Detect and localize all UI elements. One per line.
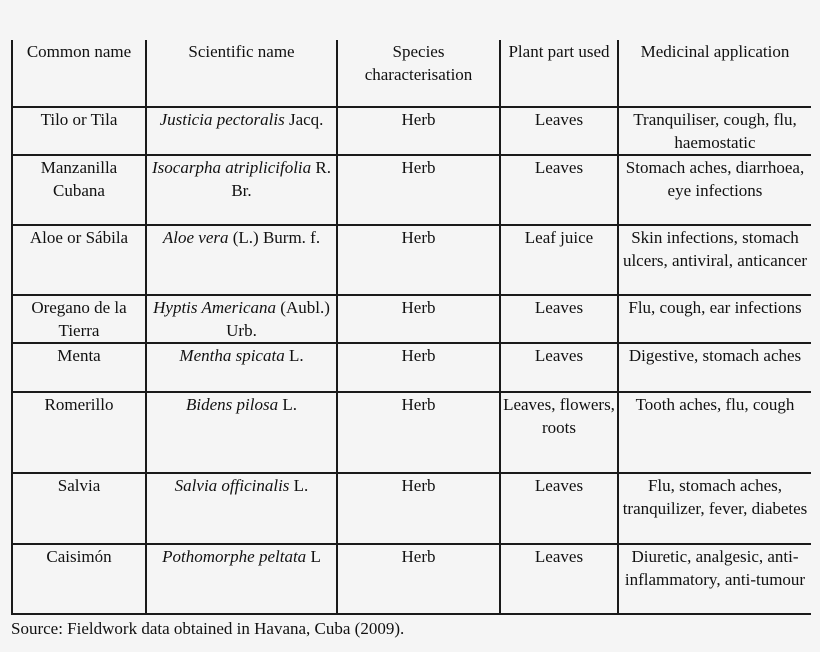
cell-species-characterisation: Herb [336, 154, 501, 226]
cell-common-name: Aloe or Sábila [11, 224, 147, 296]
cell-scientific-name: Bidens pilosa L. [145, 391, 338, 474]
scientific-name-italic: Hyptis Americana [153, 298, 277, 317]
scientific-name-authority: L. [288, 346, 304, 365]
cell-plant-part-used: Leaves [499, 543, 619, 615]
cell-scientific-name: Salvia officinalis L. [145, 472, 338, 545]
cell-species-characterisation: Herb [336, 391, 501, 474]
scientific-name-authority: R. Br. [231, 158, 331, 200]
cell-species-characterisation: Herb [336, 294, 501, 344]
cell-common-name: Menta [11, 342, 147, 393]
scientific-name-authority: (L.) Burm. f. [232, 228, 321, 247]
table-row: Manzanilla Cubana Isocarpha atriplicifoli… [11, 154, 811, 226]
cell-common-name: Oregano de la Tierra [11, 294, 147, 344]
cell-plant-part-used: Leaves [499, 472, 619, 545]
header-common-name: Common name [11, 40, 147, 108]
table-row: Salvia Salvia officinalis L. Herb Leaves Flu… [11, 472, 811, 545]
header-scientific-name: Scientific name [145, 40, 338, 108]
scientific-name-italic: Bidens pilosa [186, 395, 279, 414]
cell-common-name: Manzanilla Cubana [11, 154, 147, 226]
cell-scientific-name: Mentha spicata L. [145, 342, 338, 393]
scientific-name-authority: L [310, 547, 321, 566]
cell-medicinal-application: Flu, cough, ear infections [617, 294, 811, 344]
cell-common-name: Salvia [11, 472, 147, 545]
table-row: Romerillo Bidens pilosa L. Herb Leaves, flo… [11, 391, 811, 474]
table-row: Tilo or Tila Justicia pectoralis Jacq. Her… [11, 106, 811, 156]
cell-medicinal-application: Digestive, stomach aches [617, 342, 811, 393]
cell-species-characterisation: Herb [336, 472, 501, 545]
scientific-name-authority: L. [293, 476, 309, 495]
cell-species-characterisation: Herb [336, 342, 501, 393]
table-row: Caisimón Pothomorphe peltata L Herb Leaves D… [11, 543, 811, 615]
table-row: Menta Mentha spicata L. Herb Leaves Digestiv… [11, 342, 811, 393]
cell-species-characterisation: Herb [336, 106, 501, 156]
medicinal-plants-table-container: Common name Scientific name Species char… [11, 40, 811, 615]
cell-scientific-name: Justicia pectoralis Jacq. [145, 106, 338, 156]
cell-plant-part-used: Leaves [499, 154, 619, 226]
header-row: Common name Scientific name Species char… [11, 40, 811, 108]
header-medicinal-application: Medicinal application [617, 40, 811, 108]
medicinal-plants-table: Common name Scientific name Species char… [11, 40, 811, 615]
scientific-name-italic: Salvia officinalis [174, 476, 290, 495]
cell-scientific-name: Isocarpha atriplicifolia R. Br. [145, 154, 338, 226]
cell-scientific-name: Hyptis Americana (Aubl.) Urb. [145, 294, 338, 344]
cell-common-name: Romerillo [11, 391, 147, 474]
cell-plant-part-used: Leaves, flowers, roots [499, 391, 619, 474]
cell-scientific-name: Pothomorphe peltata L [145, 543, 338, 615]
header-species-characterisation: Species characterisation [336, 40, 501, 108]
header-plant-part-used: Plant part used [499, 40, 619, 108]
cell-species-characterisation: Herb [336, 224, 501, 296]
cell-species-characterisation: Herb [336, 543, 501, 615]
cell-common-name: Caisimón [11, 543, 147, 615]
table-row: Aloe or Sábila Aloe vera (L.) Burm. f. Her… [11, 224, 811, 296]
cell-medicinal-application: Skin infections, stomach ulcers, antivir… [617, 224, 811, 296]
scientific-name-italic: Justicia pectoralis [159, 110, 285, 129]
cell-plant-part-used: Leaves [499, 106, 619, 156]
table-row: Oregano de la Tierra Hyptis Americana (Au… [11, 294, 811, 344]
scientific-name-italic: Mentha spicata [179, 346, 285, 365]
scientific-name-italic: Aloe vera [162, 228, 229, 247]
scientific-name-italic: Isocarpha atriplicifolia [152, 158, 312, 177]
cell-common-name: Tilo or Tila [11, 106, 147, 156]
cell-medicinal-application: Tranquiliser, cough, flu, haemostatic [617, 106, 811, 156]
scientific-name-authority: L. [282, 395, 297, 414]
scientific-name-italic: Pothomorphe peltata [162, 547, 307, 566]
cell-scientific-name: Aloe vera (L.) Burm. f. [145, 224, 338, 296]
cell-medicinal-application: Stomach aches, diarrhoea, eye infections [617, 154, 811, 226]
scientific-name-authority: Jacq. [288, 110, 324, 129]
cell-medicinal-application: Tooth aches, flu, cough [617, 391, 811, 474]
cell-plant-part-used: Leaf juice [499, 224, 619, 296]
scientific-name-authority: (Aubl.) Urb. [226, 298, 330, 340]
cell-plant-part-used: Leaves [499, 342, 619, 393]
cell-plant-part-used: Leaves [499, 294, 619, 344]
cell-medicinal-application: Diuretic, analgesic, anti-inflammatory, … [617, 543, 811, 615]
source-note: Source: Fieldwork data obtained in Havan… [11, 619, 405, 638]
cell-medicinal-application: Flu, stomach aches, tranquilizer, fever,… [617, 472, 811, 545]
